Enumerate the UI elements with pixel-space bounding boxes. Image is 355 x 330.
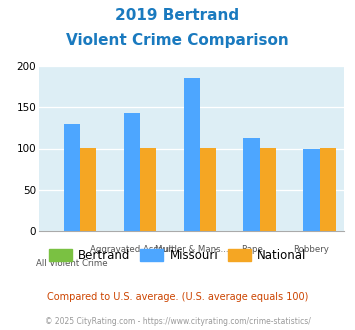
Bar: [320, 148, 336, 231]
Text: 2019 Bertrand: 2019 Bertrand: [115, 8, 240, 23]
Bar: [124, 113, 140, 231]
Bar: [184, 78, 200, 231]
Text: Aggravated Assault: Aggravated Assault: [90, 245, 174, 254]
Text: Compared to U.S. average. (U.S. average equals 100): Compared to U.S. average. (U.S. average …: [47, 292, 308, 302]
Bar: [140, 148, 156, 231]
Bar: [303, 148, 320, 231]
Text: All Violent Crime: All Violent Crime: [36, 259, 108, 268]
Bar: [80, 148, 96, 231]
Bar: [64, 124, 80, 231]
Bar: [244, 138, 260, 231]
Bar: [260, 148, 276, 231]
Bar: [200, 148, 216, 231]
Text: Robbery: Robbery: [294, 245, 329, 254]
Text: Violent Crime Comparison: Violent Crime Comparison: [66, 33, 289, 48]
Text: © 2025 CityRating.com - https://www.cityrating.com/crime-statistics/: © 2025 CityRating.com - https://www.city…: [45, 317, 310, 326]
Legend: Bertrand, Missouri, National: Bertrand, Missouri, National: [44, 244, 311, 266]
Text: Rape: Rape: [241, 245, 262, 254]
Text: Murder & Mans...: Murder & Mans...: [155, 245, 229, 254]
